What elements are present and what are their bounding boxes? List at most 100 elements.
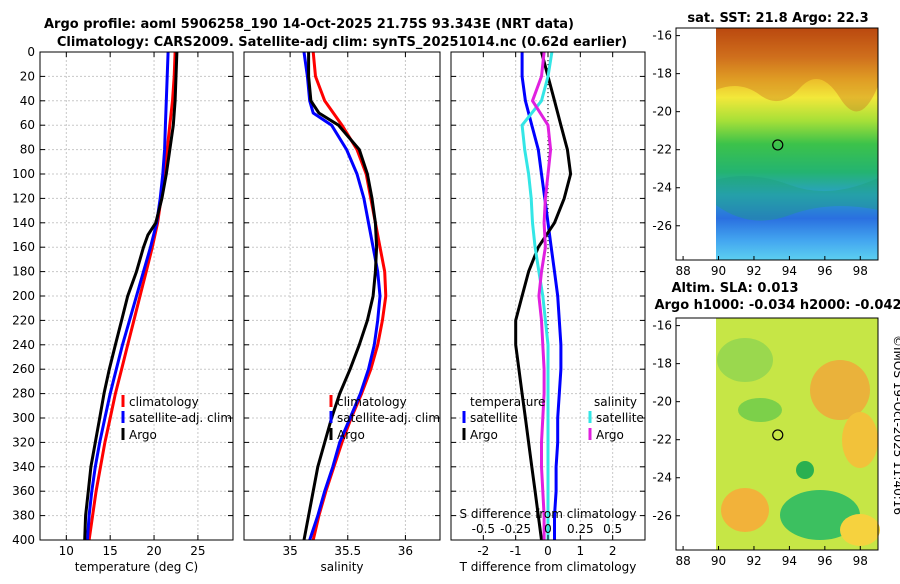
- x-axis-label: salinity: [320, 560, 363, 574]
- map-lon-tick-label: 96: [817, 554, 832, 568]
- x-tick-label: 1: [577, 544, 585, 558]
- secondary-x-tick-label: 0.5: [603, 522, 622, 536]
- legend-label-sal-satellite: satellite: [596, 411, 644, 425]
- secondary-x-tick-label: -0.5: [472, 522, 495, 536]
- map-lon-tick-label: 92: [746, 264, 761, 278]
- y-tick-label: 380: [12, 509, 35, 523]
- legend-label-climatology: climatology: [337, 395, 407, 409]
- salinity-profile-panel: 35 35.5 36 salinity: [243, 51, 441, 574]
- x-tick-label: 0: [544, 544, 552, 558]
- y-tick-label: 260: [12, 362, 35, 376]
- argo-position-marker: [772, 139, 784, 151]
- y-tick-label: 200: [12, 289, 35, 303]
- map-lon-tick-label: 94: [782, 264, 797, 278]
- map-lon-tick-label: 98: [853, 554, 868, 568]
- y-tick-label: 400: [12, 533, 35, 547]
- x-tick-label: 20: [146, 544, 161, 558]
- map-lat-tick-label: -22: [652, 143, 672, 157]
- legend-title-salinity: salinity: [594, 395, 637, 409]
- sla-map-axes: 88 90 92 94 96 98 -16 -18 -20 -22 -24 -26: [652, 319, 868, 568]
- salinity-legend: climatology satellite-adj. clim Argo: [329, 395, 440, 442]
- series-line-salinity-satellite: [520, 51, 554, 540]
- y-tick-label: 0: [27, 45, 35, 59]
- figure-title-line2: Climatology: CARS2009. Satellite-adj cli…: [57, 35, 627, 50]
- map-lat-tick-label: -26: [652, 509, 672, 523]
- legend-label-satellite: satellite-adj. clim: [337, 411, 440, 425]
- sla-patch: [842, 412, 878, 468]
- y-tick-label: 60: [20, 118, 35, 132]
- legend-title-temperature: temperature: [470, 395, 545, 409]
- map-lon-tick-label: 98: [853, 264, 868, 278]
- map-lat-tick-label: -26: [652, 219, 672, 233]
- y-tick-label: 240: [12, 338, 35, 352]
- y-tick-label: 320: [12, 435, 35, 449]
- imos-credit: ©IMOS 19-Oct-2025 11:40:16: [891, 335, 900, 515]
- map-lon-tick-label: 96: [817, 264, 832, 278]
- figure-title-line1: Argo profile: aoml 5906258_190 14-Oct-20…: [44, 17, 574, 32]
- sst-map-blank: [676, 28, 716, 260]
- map-lat-tick-label: -22: [652, 433, 672, 447]
- series-line-satellite-adj-clim: [85, 51, 170, 541]
- map-lon-tick-label: 88: [675, 554, 690, 568]
- x-tick-label: 36: [398, 544, 413, 558]
- series-line-argo: [83, 51, 179, 541]
- secondary-axis-label: S difference from climatology: [460, 507, 637, 521]
- map-lon-tick-label: 92: [746, 554, 761, 568]
- x-tick-label: 35.5: [334, 544, 361, 558]
- x-tick-label: -1: [510, 544, 522, 558]
- legend-label-sal-argo: Argo: [596, 428, 624, 442]
- legend-label-temp-satellite: satellite: [470, 411, 518, 425]
- x-tick-label: 10: [59, 544, 74, 558]
- sst-map: [675, 27, 879, 261]
- x-axis-label: temperature (deg C): [75, 560, 198, 574]
- secondary-axis-ticks: -0.5 -0.25 0 0.25 0.5: [472, 522, 623, 536]
- series-line-temperature-argo: [514, 51, 573, 541]
- series-line-salinity-argo: [531, 51, 553, 540]
- map-lat-tick-label: -20: [652, 395, 672, 409]
- sst-map-border: [675, 27, 879, 261]
- x-tick-label: 35: [282, 544, 297, 558]
- map-lat-tick-label: -20: [652, 105, 672, 119]
- x-tick-label: 2: [609, 544, 617, 558]
- y-tick-label: 100: [12, 167, 35, 181]
- sla-map-title2: Argo h1000: -0.034 h2000: -0.042: [654, 298, 900, 313]
- x-tick-label: 15: [103, 544, 118, 558]
- map-lat-tick-label: -24: [652, 181, 672, 195]
- map-lat-tick-label: -16: [652, 29, 672, 43]
- y-tick-label: 180: [12, 265, 35, 279]
- sst-warm-patch: [716, 28, 878, 112]
- sla-patch: [717, 338, 773, 382]
- sst-green-band: [716, 176, 878, 221]
- secondary-x-tick-label: -0.25: [500, 522, 531, 536]
- legend-label-argo: Argo: [337, 428, 365, 442]
- argo-position-marker: [772, 429, 784, 441]
- x-tick-label: -2: [477, 544, 489, 558]
- series-line-argo: [302, 52, 379, 541]
- y-tick-label: 220: [12, 313, 35, 327]
- series-line-temperature-satellite: [520, 52, 563, 540]
- sla-patch: [721, 488, 769, 532]
- sst-map-axes: 88 90 92 94 96 98 -16 -18 -20 -22 -24 -26: [652, 29, 868, 278]
- y-tick-label: 280: [12, 387, 35, 401]
- secondary-x-tick-label: 0.25: [567, 522, 594, 536]
- y-tick-label: 40: [20, 94, 35, 108]
- y-tick-label: 120: [12, 191, 35, 205]
- y-tick-label: 140: [12, 216, 35, 230]
- sla-map: [675, 317, 880, 551]
- map-lat-tick-label: -24: [652, 471, 672, 485]
- map-lon-tick-label: 88: [675, 264, 690, 278]
- sla-map-blank: [676, 318, 716, 550]
- y-tick-label: 340: [12, 460, 35, 474]
- y-tick-label: 20: [20, 69, 35, 83]
- sst-field: [716, 28, 878, 260]
- sla-patch: [738, 398, 782, 422]
- temperature-legend: climatology satellite-adj. clim Argo: [121, 395, 232, 442]
- sla-patch: [780, 490, 860, 540]
- series-line-satellite-adj-clim: [302, 51, 382, 541]
- legend-label-temp-argo: Argo: [470, 428, 498, 442]
- difference-legend: temperature salinity satellite Argo sate…: [462, 395, 644, 442]
- map-lat-tick-label: -16: [652, 319, 672, 333]
- map-lon-tick-label: 90: [711, 264, 726, 278]
- series-line-climatology: [87, 51, 177, 541]
